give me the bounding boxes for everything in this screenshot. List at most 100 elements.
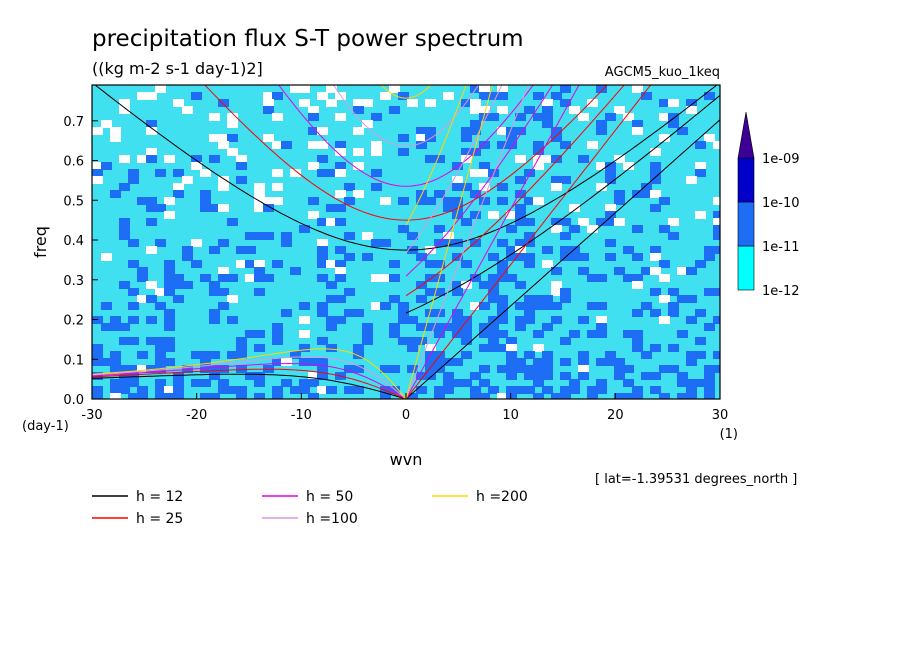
field-cell [335,169,346,177]
dispersion-curve [380,85,432,99]
legend: h = 12 h = 25 h = 50 h =100 h =200 [92,489,528,527]
field-cell [164,197,175,205]
field-cell [524,106,535,114]
field-cell [632,337,643,345]
field-cell [191,162,202,170]
field-cell [551,183,562,191]
field-cell [515,302,526,310]
field-cell [254,260,265,268]
field-cell [623,330,634,338]
field-cell [407,99,418,107]
field-cell [209,155,220,163]
dispersion-curve [332,85,480,147]
field-cell [560,218,571,226]
field-cell [596,162,607,170]
field-cell [506,372,517,380]
field-cell [137,295,148,303]
field-cell [632,190,643,198]
field-cell [335,113,346,121]
field-cell [389,295,400,303]
colorbar-extend-triangle [737,111,755,159]
field-cell [434,323,445,331]
field-cell [668,120,679,128]
field-cell [146,295,157,303]
field-cell [146,218,157,226]
field-cell [389,386,400,394]
field-cell [461,337,472,345]
field-cell [560,393,571,399]
field-cell [119,106,130,114]
legend-label: h = 50 [306,489,353,505]
field-cell [398,337,409,345]
field-cell [425,288,436,296]
field-cell [533,365,544,373]
field-cell [353,386,364,394]
field-cell [632,225,643,233]
field-cell [515,155,526,163]
field-cell [317,260,328,268]
field-cell [407,316,418,324]
field-cell [650,148,661,156]
field-cell [434,239,445,247]
field-cell [272,141,283,149]
field-cell [227,113,238,121]
field-cell [704,393,715,399]
field-cell [533,344,544,352]
field-cell [488,274,499,282]
field-cell [623,365,634,373]
field-cell [488,281,499,289]
field-cell [506,344,517,352]
field-cell [119,232,130,240]
field-cell [470,274,481,282]
field-cell [290,169,301,177]
field-cell [605,162,616,170]
field-cell [209,288,220,296]
field-cell [146,148,157,156]
field-cell [596,183,607,191]
field-cell [317,302,328,310]
dispersion-curve [92,348,407,399]
field-cell [236,246,247,254]
field-cell [398,309,409,317]
field-cell [92,386,103,394]
field-cell [641,267,652,275]
field-cell [650,386,661,394]
field-cell [425,344,436,352]
field-cell [614,267,625,275]
field-cell [281,309,292,317]
field-cell [677,372,688,380]
field-cell [389,260,400,268]
field-cell [587,302,598,310]
field-cell [659,134,670,142]
field-cell [173,372,184,380]
field-cell [686,295,697,303]
field-cell [668,232,679,240]
field-cell [524,232,535,240]
field-cell [488,386,499,394]
dispersion-curve [405,85,554,277]
field-cell [344,197,355,205]
field-cell [155,204,166,212]
field-cell [299,379,310,387]
field-cell [434,393,445,399]
field-cell [497,316,508,324]
field-cell [137,365,148,373]
dispersion-curve [204,85,608,221]
field-cell [227,134,238,142]
field-cell [146,246,157,254]
field-cell [110,316,121,324]
field-cell [92,169,103,177]
field-cell [524,386,535,394]
field-cell [578,358,589,366]
field-cell [272,260,283,268]
field-cell [632,309,643,317]
field-cell [326,295,337,303]
field-cell [515,365,526,373]
field-cell [128,260,139,268]
field-cell [434,190,445,198]
colorbar-label: 1e-09 [762,152,800,167]
field-cell [470,393,481,399]
field-cell [326,99,337,107]
field-cell [308,197,319,205]
